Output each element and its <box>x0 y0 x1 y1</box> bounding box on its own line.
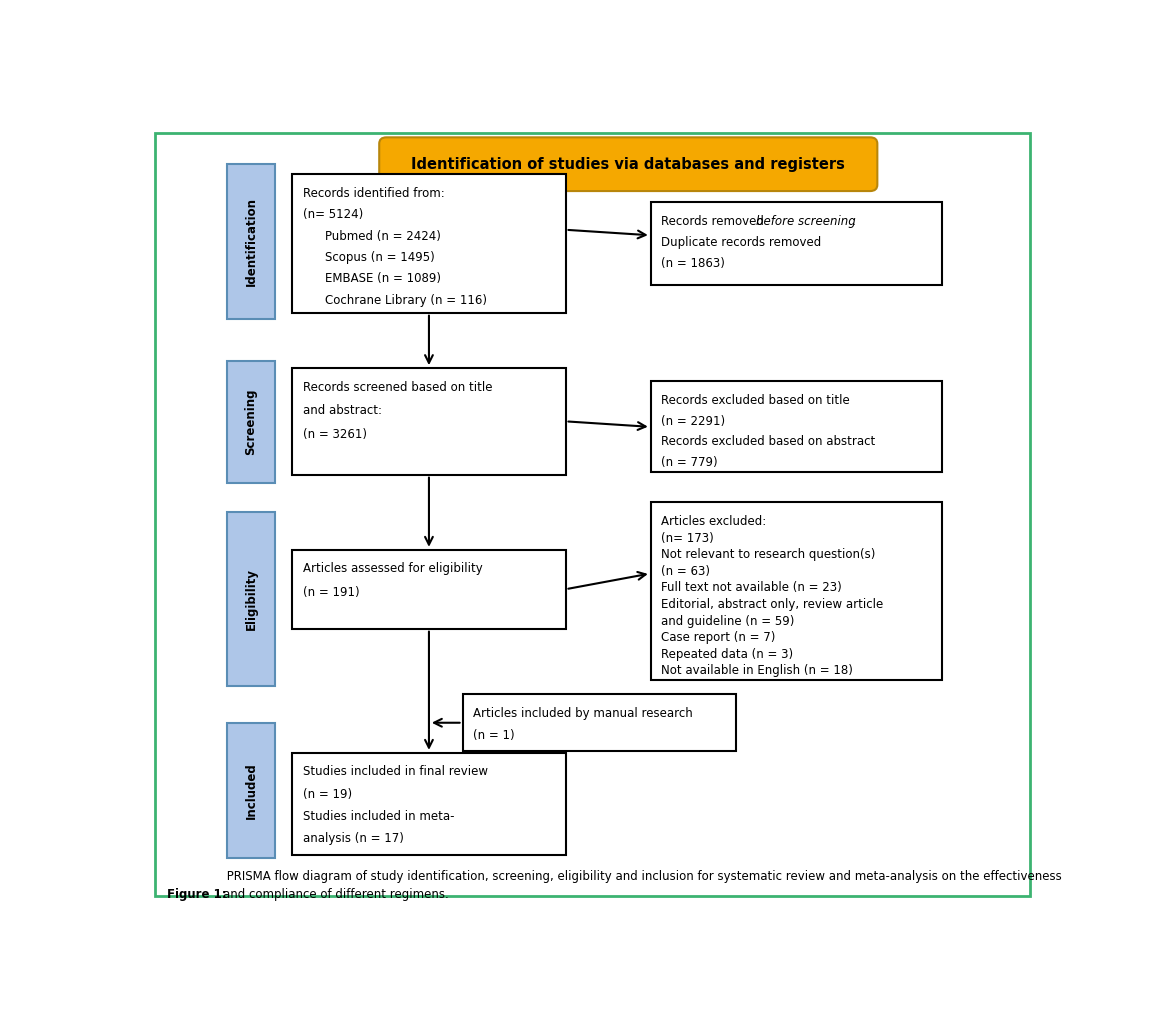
Text: PRISMA flow diagram of study identification, screening, eligibility and inclusio: PRISMA flow diagram of study identificat… <box>223 870 1062 901</box>
Text: (n = 63): (n = 63) <box>661 564 711 578</box>
Text: Studies included in meta-: Studies included in meta- <box>303 810 454 823</box>
Text: Included: Included <box>245 762 258 819</box>
Bar <box>292 174 565 313</box>
Text: Figure 1:: Figure 1: <box>166 889 227 901</box>
FancyBboxPatch shape <box>227 722 275 858</box>
Bar <box>292 368 565 475</box>
Text: Full text not available (n = 23): Full text not available (n = 23) <box>661 582 843 594</box>
Bar <box>651 382 942 472</box>
Text: (n= 173): (n= 173) <box>661 531 714 545</box>
Text: Records identified from:: Records identified from: <box>303 187 445 200</box>
Text: Identification of studies via databases and registers: Identification of studies via databases … <box>412 157 845 171</box>
Text: Screening: Screening <box>245 389 258 455</box>
Text: (n = 2291): (n = 2291) <box>661 415 726 428</box>
Text: Studies included in final review: Studies included in final review <box>303 765 488 779</box>
Text: Case report (n = 7): Case report (n = 7) <box>661 631 776 644</box>
Bar <box>651 202 942 285</box>
FancyBboxPatch shape <box>227 361 275 482</box>
Text: Not relevant to research question(s): Not relevant to research question(s) <box>661 548 876 561</box>
Text: (n = 1): (n = 1) <box>473 729 514 742</box>
Text: :: : <box>851 214 855 228</box>
Text: (n = 19): (n = 19) <box>303 788 353 800</box>
FancyBboxPatch shape <box>227 164 275 319</box>
Bar <box>462 695 735 751</box>
Text: Articles assessed for eligibility: Articles assessed for eligibility <box>303 562 483 576</box>
Text: Identification: Identification <box>245 197 258 286</box>
FancyBboxPatch shape <box>379 137 877 191</box>
Text: (n= 5124): (n= 5124) <box>303 208 363 222</box>
Text: Records removed: Records removed <box>661 214 768 228</box>
Text: Articles included by manual research: Articles included by manual research <box>473 707 694 720</box>
Text: Articles excluded:: Articles excluded: <box>661 515 766 528</box>
Text: (n = 191): (n = 191) <box>303 586 360 599</box>
Bar <box>651 503 942 680</box>
Text: Pubmed (n = 2424): Pubmed (n = 2424) <box>326 230 442 243</box>
Text: Cochrane Library (n = 116): Cochrane Library (n = 116) <box>326 293 488 307</box>
Text: (n = 1863): (n = 1863) <box>661 258 725 271</box>
Text: Eligibility: Eligibility <box>245 568 258 630</box>
Text: Duplicate records removed: Duplicate records removed <box>661 236 822 249</box>
Text: Records excluded based on abstract: Records excluded based on abstract <box>661 435 876 448</box>
Bar <box>292 550 565 629</box>
Text: Editorial, abstract only, review article: Editorial, abstract only, review article <box>661 598 883 610</box>
Text: (n = 779): (n = 779) <box>661 456 718 469</box>
Text: Repeated data (n = 3): Repeated data (n = 3) <box>661 647 793 661</box>
Text: before screening: before screening <box>756 214 855 228</box>
Text: Not available in English (n = 18): Not available in English (n = 18) <box>661 664 853 677</box>
Text: Scopus (n = 1495): Scopus (n = 1495) <box>326 251 435 264</box>
Text: Records excluded based on title: Records excluded based on title <box>661 394 850 407</box>
Text: and abstract:: and abstract: <box>303 404 383 418</box>
FancyBboxPatch shape <box>227 512 275 686</box>
Bar <box>292 753 565 856</box>
Text: Records screened based on title: Records screened based on title <box>303 381 492 394</box>
Text: and guideline (n = 59): and guideline (n = 59) <box>661 615 795 628</box>
Text: (n = 3261): (n = 3261) <box>303 428 368 441</box>
Text: EMBASE (n = 1089): EMBASE (n = 1089) <box>326 273 442 285</box>
Text: analysis (n = 17): analysis (n = 17) <box>303 832 403 844</box>
